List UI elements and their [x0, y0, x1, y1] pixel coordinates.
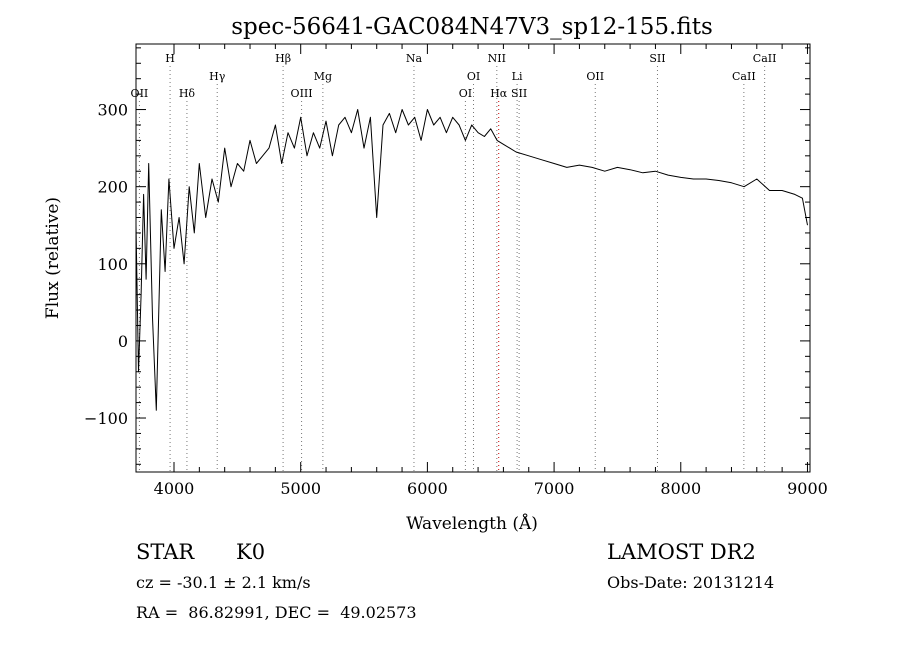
y-tick-label-0: −100: [84, 409, 128, 428]
y-axis-label: Flux (relative): [43, 197, 63, 319]
marker-label-1: H: [165, 52, 175, 65]
marker-label-11: Hα: [490, 87, 508, 100]
marker-label-8: OI: [459, 87, 472, 100]
marker-label-17: CaII: [753, 52, 777, 65]
plot-frame: [135, 43, 811, 473]
x-tick-label-3: 7000: [534, 479, 575, 498]
x-tick-label-1: 5000: [280, 479, 321, 498]
object-subclass: K0: [236, 540, 266, 564]
x-axis-label: Wavelength (Å): [406, 513, 538, 534]
y-tick-label-2: 100: [97, 255, 128, 274]
redshift-velocity: cz = -30.1 ± 2.1 km/s: [136, 573, 311, 592]
y-tick-label-4: 300: [97, 101, 128, 120]
marker-label-16: CaII: [732, 70, 756, 83]
marker-label-7: Na: [406, 52, 423, 65]
survey-name: LAMOST DR2: [607, 540, 756, 564]
marker-label-4: Hβ: [275, 52, 291, 65]
marker-label-15: SII: [649, 52, 665, 65]
series-group: [135, 109, 808, 411]
marker-label-0: OII: [131, 87, 149, 100]
marker-label-14: OII: [586, 70, 604, 83]
object-class: STAR: [136, 540, 195, 564]
x-tick-label-5: 9000: [787, 479, 828, 498]
marker-label-9: OI: [467, 70, 480, 83]
observation-date: Obs-Date: 20131214: [607, 573, 775, 592]
y-tick-label-1: 0: [118, 332, 128, 351]
chart-title: spec-56641-GAC084N47V3_sp12-155.fits: [231, 14, 713, 40]
marker-label-10: NII: [488, 52, 506, 65]
x-tick-label-4: 8000: [660, 479, 701, 498]
marker-label-12: Li: [512, 70, 523, 83]
marker-label-2: Hδ: [179, 87, 196, 100]
marker-label-6: Mg: [314, 70, 332, 83]
marker-label-5: OIII: [291, 87, 313, 100]
marker-label-13: SII: [511, 87, 527, 100]
series-line-0: [135, 109, 808, 411]
marker-label-3: Hγ: [209, 70, 226, 83]
x-tick-label-0: 4000: [154, 479, 195, 498]
x-tick-label-2: 6000: [407, 479, 448, 498]
sky-coordinates: RA = 86.82991, DEC = 49.02573: [136, 603, 417, 622]
y-tick-label-3: 200: [97, 178, 128, 197]
axes-group: 4000 5000 6000 7000 8000 9000 −100 0 100 200 300: [84, 44, 828, 498]
